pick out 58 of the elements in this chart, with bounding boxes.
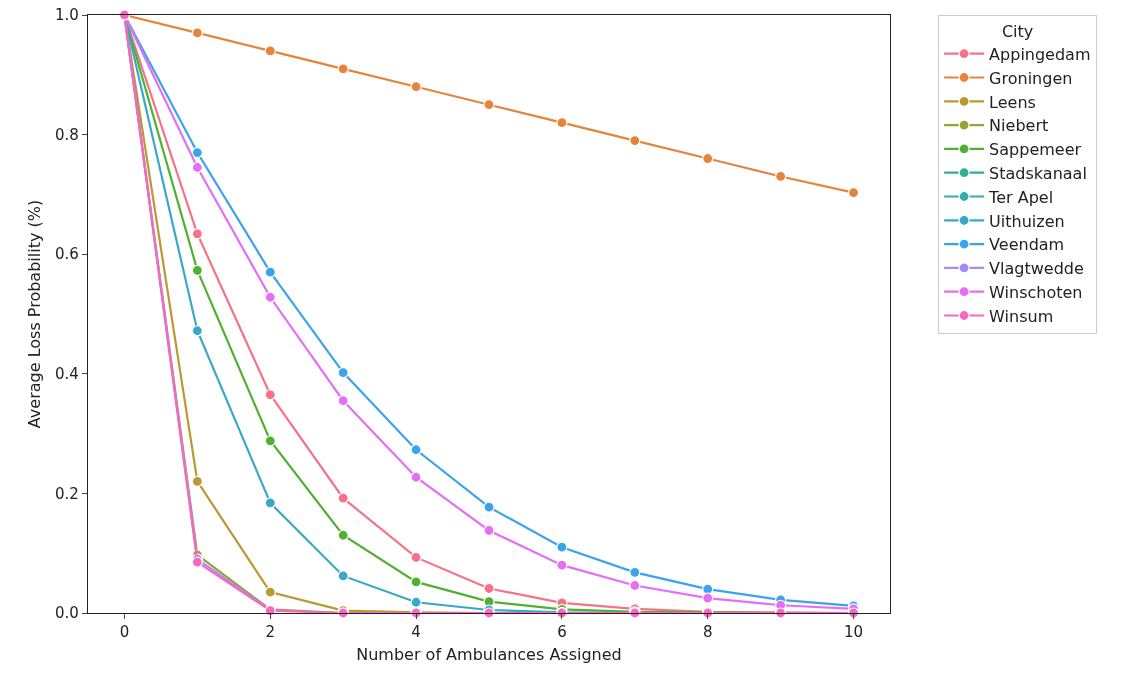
point <box>264 497 276 509</box>
point <box>191 264 203 276</box>
point <box>264 435 276 447</box>
point <box>264 389 276 401</box>
point <box>702 592 714 604</box>
point <box>264 266 276 278</box>
point <box>337 395 349 407</box>
point <box>191 146 203 159</box>
y-tick-label: 0.2 <box>54 484 79 503</box>
y-tick-label: 0.0 <box>54 604 79 623</box>
legend-label: Uithuizen <box>989 211 1065 231</box>
legend-label: Groningen <box>989 68 1073 88</box>
point <box>337 570 349 582</box>
x-tick-label: 10 <box>844 623 864 642</box>
legend-label: Ter Apel <box>988 187 1054 207</box>
y-tick-label: 0.6 <box>54 245 79 264</box>
legend-title: City <box>1001 21 1034 41</box>
x-tick-label: 4 <box>411 623 421 642</box>
point <box>410 576 422 588</box>
point <box>191 228 203 240</box>
point <box>264 586 276 598</box>
point <box>191 475 203 488</box>
legend-label: Stadskanaal <box>989 163 1087 183</box>
point <box>410 444 422 456</box>
legend-label: Vlagtwedde <box>989 259 1084 279</box>
point <box>629 566 641 578</box>
legend-label: Niebert <box>989 116 1049 136</box>
legend-label: Appingedam <box>989 44 1091 64</box>
point <box>556 117 568 129</box>
point <box>847 187 860 199</box>
point <box>191 325 203 337</box>
point <box>264 45 276 57</box>
point <box>410 81 422 93</box>
y-tick-label: 0.8 <box>54 125 79 144</box>
y-tick-label: 0.4 <box>54 365 79 384</box>
y-tick-label: 1.0 <box>54 6 79 25</box>
point <box>337 492 349 504</box>
point <box>483 501 495 513</box>
legend-label: Sappemeer <box>989 140 1082 160</box>
x-tick-label: 8 <box>702 623 713 642</box>
point <box>410 471 422 483</box>
x-tick-label: 0 <box>119 623 130 642</box>
point <box>410 596 422 608</box>
legend-label: Winsum <box>989 306 1054 326</box>
legend-label: Leens <box>989 92 1036 112</box>
legend-label: Winschoten <box>989 282 1083 302</box>
point <box>337 529 349 541</box>
point <box>556 541 568 553</box>
point <box>191 27 203 39</box>
point <box>556 559 568 571</box>
x-tick-label: 2 <box>265 623 276 642</box>
x-axis-title: Number of Ambulances Assigned <box>356 644 622 664</box>
point <box>337 367 349 379</box>
x-tick-label: 6 <box>557 623 567 642</box>
y-axis-title: Average Loss Probability (%) <box>24 199 44 429</box>
point <box>337 63 349 75</box>
legend-label: Veendam <box>989 235 1065 255</box>
point <box>264 291 276 303</box>
